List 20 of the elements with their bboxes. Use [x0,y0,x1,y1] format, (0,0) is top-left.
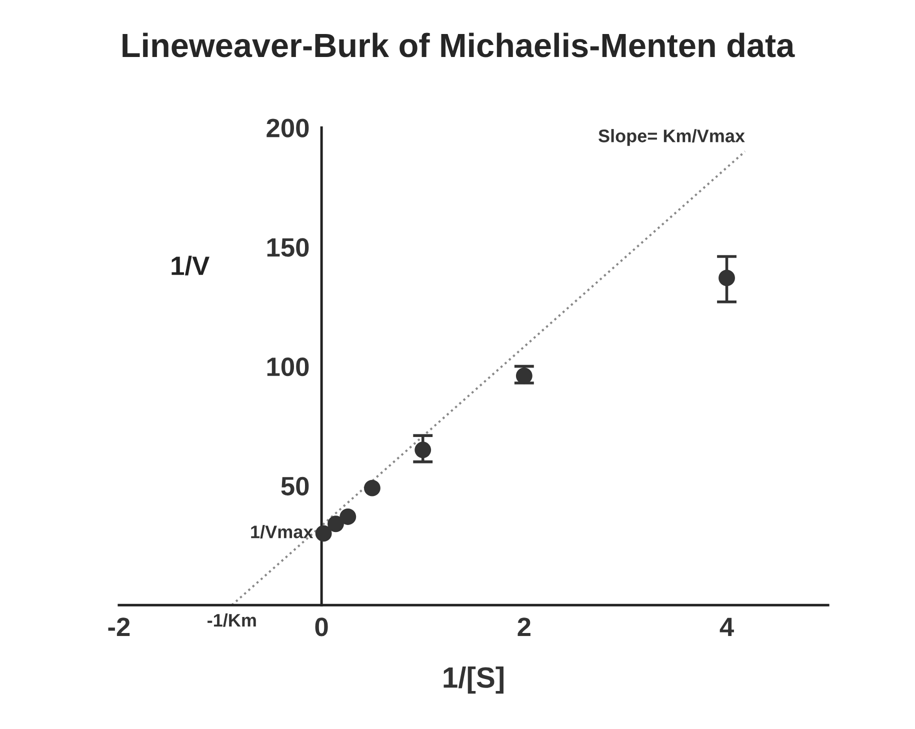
point [340,508,356,525]
y-tick-label: 200 [266,118,309,138]
x-tick-label: 4 [720,618,734,636]
y-tick-label: 50 [281,476,309,496]
y-axis-title: 1/V [172,256,210,276]
point [414,442,432,458]
annotation: Slope= Km/Vmax [598,129,745,146]
point [718,270,735,286]
x-axis-title: 1/[S] [444,666,504,694]
annotation: -1/Km [208,613,256,627]
point [364,480,380,496]
x-tick-label: 0 [315,618,328,636]
y-tick-label: 100 [267,357,309,376]
y-tick-label: 150 [267,238,309,257]
point [328,516,344,532]
chart-title: Lineweaver-Burk of Michaelis-Menten data [122,32,795,58]
x-tick-label: 2 [518,618,530,636]
x-tick-label: -2 [108,618,130,636]
annotation: 1/Vmax [251,525,314,538]
point [315,525,332,542]
